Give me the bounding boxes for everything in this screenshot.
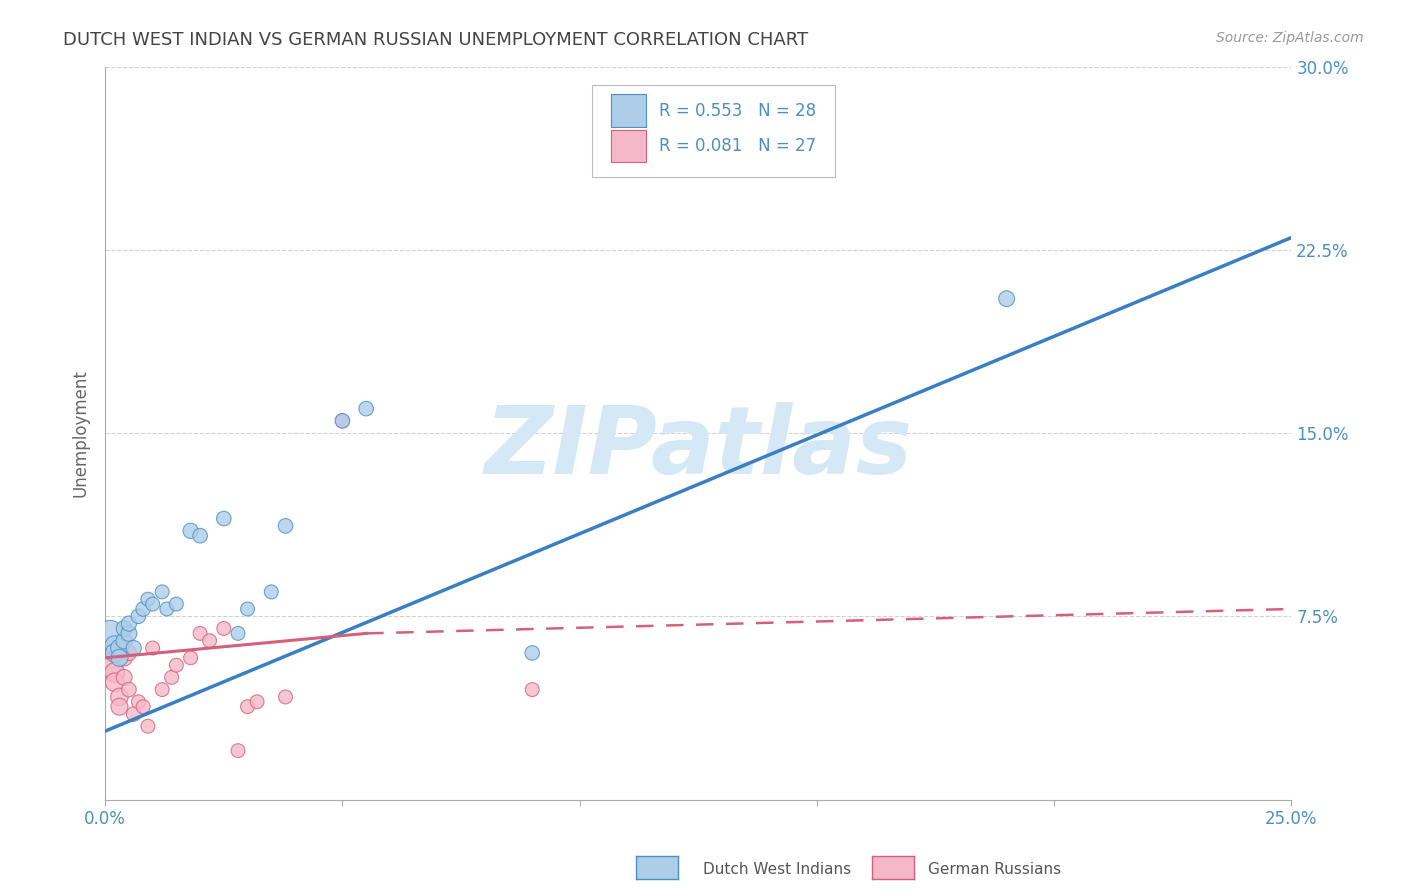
- Point: [165, 597, 187, 611]
- Point: [180, 650, 202, 665]
- Point: [112, 670, 135, 684]
- Point: [212, 622, 235, 636]
- Point: [995, 292, 1018, 306]
- Point: [160, 670, 183, 684]
- Point: [127, 609, 149, 624]
- Point: [127, 695, 149, 709]
- Text: R = 0.553   N = 28: R = 0.553 N = 28: [659, 102, 817, 120]
- Point: [274, 690, 297, 704]
- Point: [118, 646, 141, 660]
- Point: [246, 695, 269, 709]
- Text: German Russians: German Russians: [928, 863, 1062, 877]
- Point: [104, 675, 127, 690]
- Point: [136, 592, 159, 607]
- Point: [108, 641, 131, 656]
- Point: [212, 511, 235, 525]
- Point: [104, 665, 127, 680]
- Point: [226, 744, 249, 758]
- Point: [198, 633, 221, 648]
- Point: [136, 719, 159, 733]
- Text: DUTCH WEST INDIAN VS GERMAN RUSSIAN UNEMPLOYMENT CORRELATION CHART: DUTCH WEST INDIAN VS GERMAN RUSSIAN UNEM…: [63, 31, 808, 49]
- Point: [132, 699, 155, 714]
- Point: [156, 602, 179, 616]
- FancyBboxPatch shape: [610, 129, 647, 161]
- Point: [108, 690, 131, 704]
- Point: [522, 682, 544, 697]
- Point: [188, 626, 211, 640]
- Point: [142, 641, 165, 656]
- Point: [142, 597, 165, 611]
- Point: [104, 639, 127, 653]
- Text: R = 0.081   N = 27: R = 0.081 N = 27: [659, 136, 817, 154]
- Point: [332, 414, 354, 428]
- Point: [122, 641, 145, 656]
- FancyBboxPatch shape: [610, 95, 647, 127]
- Point: [132, 602, 155, 616]
- FancyBboxPatch shape: [592, 85, 835, 177]
- Point: [274, 519, 297, 533]
- Point: [118, 682, 141, 697]
- Text: Dutch West Indians: Dutch West Indians: [703, 863, 851, 877]
- Text: Source: ZipAtlas.com: Source: ZipAtlas.com: [1216, 31, 1364, 45]
- Point: [236, 699, 259, 714]
- Point: [165, 658, 187, 673]
- Point: [98, 658, 121, 673]
- Point: [104, 646, 127, 660]
- Point: [98, 626, 121, 640]
- Point: [112, 650, 135, 665]
- Point: [122, 706, 145, 721]
- Point: [108, 650, 131, 665]
- Point: [260, 585, 283, 599]
- Point: [108, 699, 131, 714]
- Point: [354, 401, 377, 416]
- Point: [522, 646, 544, 660]
- Point: [112, 622, 135, 636]
- Point: [332, 414, 354, 428]
- Point: [180, 524, 202, 538]
- Point: [118, 616, 141, 631]
- Text: ZIPatlas: ZIPatlas: [484, 401, 912, 493]
- Point: [150, 585, 173, 599]
- Point: [112, 633, 135, 648]
- Point: [118, 626, 141, 640]
- Point: [236, 602, 259, 616]
- Point: [226, 626, 249, 640]
- Y-axis label: Unemployment: Unemployment: [72, 369, 89, 497]
- Point: [188, 529, 211, 543]
- Point: [150, 682, 173, 697]
